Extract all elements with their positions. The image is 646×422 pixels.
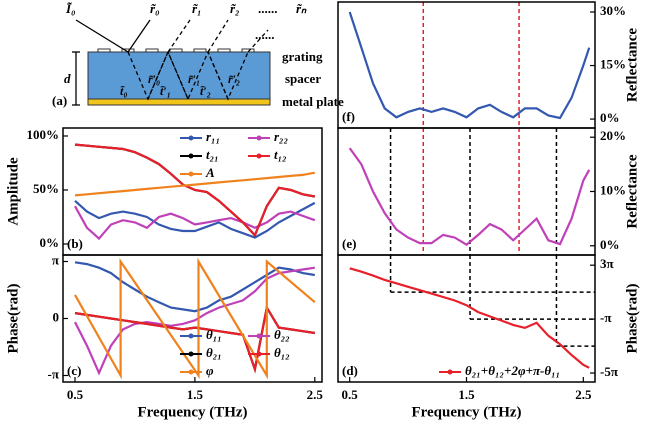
y-tick-label: 0% <box>600 110 620 125</box>
legend-marker <box>447 369 453 375</box>
layer-label: metal plate <box>282 94 344 109</box>
legend-label: r₂₂ <box>274 129 288 144</box>
legend-marker <box>188 369 194 375</box>
diagram: Ĩ₀ r̃₀ r̃₁ r̃₂ ...... r̃ₙ ...... t̃₀ r̃′… <box>52 1 344 109</box>
y-axis-label: Phase(rad) <box>5 284 21 354</box>
y-tick-label: -5π <box>600 364 618 379</box>
y-axis-label: Reflectance <box>624 154 640 228</box>
panel-label: (e) <box>342 236 356 251</box>
y-tick-label: -π <box>48 366 59 381</box>
inner-label: t̃₀ <box>120 84 128 98</box>
incident-label: Ĩ₀ <box>65 1 76 16</box>
legend-marker <box>188 135 194 141</box>
legend-label: θ₁₁ <box>206 327 222 342</box>
legend-label: θ₂₁ <box>206 345 222 360</box>
series-line <box>74 143 315 238</box>
layer-label: spacer <box>285 71 321 86</box>
y-axis-label: Reflectance <box>624 28 640 102</box>
y-tick-label: π <box>52 252 59 267</box>
y-axis-label: Phase(rad) <box>624 284 640 354</box>
series-line <box>348 147 591 247</box>
series-line <box>74 266 315 376</box>
reflected-label: r̃ₙ <box>296 1 307 16</box>
grating <box>97 48 255 53</box>
spacer <box>87 51 271 100</box>
legend-marker <box>188 351 194 357</box>
metal-plate <box>87 98 271 106</box>
legend-label: t₁₂ <box>274 147 287 162</box>
y-tick-label: 0 <box>53 309 60 324</box>
series-line <box>74 199 316 239</box>
reflected-label: r̃₀ <box>150 1 160 16</box>
panel-label: (a) <box>52 93 67 108</box>
x-axis-label: Frequency (THz) <box>137 404 247 420</box>
y-tick-label: 15% <box>600 57 626 72</box>
plot <box>74 143 316 241</box>
legend-label: θ₂₁+θ₁₂+2φ+π-θ₁₁ <box>465 363 560 378</box>
y-axis-label: Amplitude <box>5 157 21 226</box>
y-tick-label: 10% <box>600 182 626 197</box>
x-tick-label: 0.5 <box>67 387 84 402</box>
inner-label: r̃′₂ <box>228 72 240 86</box>
series-line <box>74 304 315 374</box>
x-tick-label: 0.5 <box>342 387 359 402</box>
legend-label: r₁₁ <box>206 129 220 144</box>
ellipsis: ...... <box>255 27 275 42</box>
y-tick-label: 3π <box>600 256 614 271</box>
series-line <box>349 267 590 369</box>
rays <box>72 19 269 106</box>
y-tick-label: 0% <box>600 237 620 252</box>
thickness-label: d <box>64 71 71 86</box>
inner-label: t̃′₂ <box>200 84 211 98</box>
reflected-label: ...... <box>258 1 278 16</box>
frame <box>337 1 596 129</box>
legend-label: φ <box>206 363 214 378</box>
legend-label: θ₁₂ <box>274 345 290 360</box>
layer-label: grating <box>282 49 323 64</box>
legend-marker <box>188 153 194 159</box>
series-line <box>74 205 316 241</box>
x-tick-label: 2.5 <box>307 387 324 402</box>
y-tick-label: 20% <box>600 128 626 143</box>
panel-label: (f) <box>342 109 355 124</box>
series-line <box>74 171 315 197</box>
panel-label: (c) <box>67 363 81 378</box>
panel-label: (b) <box>67 236 83 251</box>
plot <box>74 257 316 380</box>
legend-marker <box>188 333 194 339</box>
legend-marker <box>188 171 194 177</box>
plot <box>348 2 591 128</box>
legend-marker <box>256 153 262 159</box>
y-tick-label: 30% <box>600 3 626 18</box>
series-line <box>348 11 591 120</box>
legend-label: θ₂₂ <box>274 327 290 342</box>
inner-label: r̃′₁ <box>188 72 200 86</box>
series-line <box>74 257 316 380</box>
x-tick-label: 1.5 <box>187 387 204 402</box>
legend-marker <box>256 135 262 141</box>
reflected-label: r̃₂ <box>230 1 240 16</box>
legend-marker <box>256 333 262 339</box>
y-tick-label: 0% <box>40 235 60 250</box>
x-axis-label: Frequency (THz) <box>411 404 521 420</box>
legend-label: t₂₁ <box>206 147 219 162</box>
inner-label: t̃′₁ <box>160 84 171 98</box>
y-tick-label: 50% <box>33 181 59 196</box>
inner-label: r̃′₀ <box>148 72 160 86</box>
series-line <box>74 261 315 313</box>
legend-label: A <box>205 165 215 180</box>
x-tick-label: 1.5 <box>458 387 475 402</box>
plot <box>349 255 595 369</box>
panel-label: (d) <box>342 363 358 378</box>
legend-marker <box>256 351 262 357</box>
reflected-label: r̃₁ <box>192 1 202 16</box>
plot <box>348 128 591 255</box>
y-tick-label: -π <box>600 310 611 325</box>
y-tick-label: 100% <box>27 127 60 142</box>
x-tick-label: 2.5 <box>575 387 592 402</box>
